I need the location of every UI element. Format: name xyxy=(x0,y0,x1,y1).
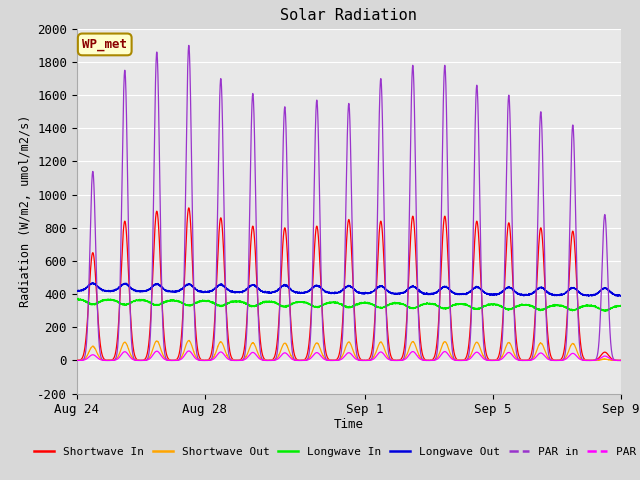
Legend: Shortwave In, Shortwave Out, Longwave In, Longwave Out, PAR in, PAR out: Shortwave In, Shortwave Out, Longwave In… xyxy=(29,442,640,461)
Text: WP_met: WP_met xyxy=(82,38,127,51)
X-axis label: Time: Time xyxy=(334,418,364,431)
Y-axis label: Radiation (W/m2, umol/m2/s): Radiation (W/m2, umol/m2/s) xyxy=(19,115,31,307)
Title: Solar Radiation: Solar Radiation xyxy=(280,9,417,24)
